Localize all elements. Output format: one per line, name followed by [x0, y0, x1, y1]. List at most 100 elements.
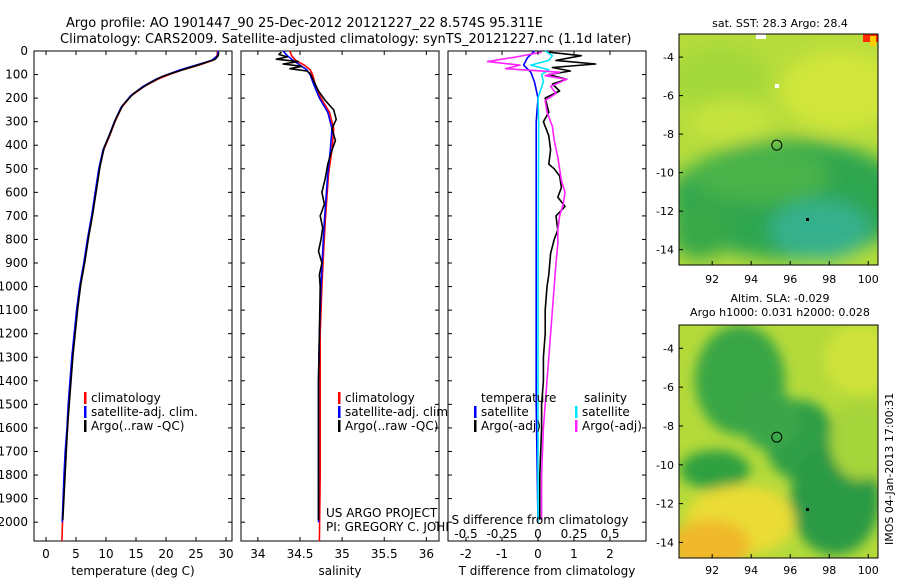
- x-tick-label: 0: [42, 547, 50, 561]
- legend-label-climatology: climatology: [91, 391, 161, 405]
- map-y-tick-label: -6: [663, 381, 674, 394]
- depth-tick-label: 200: [5, 91, 28, 105]
- x-tick-label: 1: [570, 547, 578, 561]
- x-tick-label: -1: [496, 547, 508, 561]
- map-y-tick-label: -4: [663, 51, 674, 64]
- temperature-axes: [33, 50, 233, 542]
- sst-map-field: [679, 34, 878, 265]
- difference-lines: [486, 50, 597, 523]
- s-tick-label: 0: [534, 527, 542, 541]
- depth-tick-label: 1300: [0, 350, 28, 364]
- depth-tick-label: 1000: [0, 280, 28, 294]
- depth-tick-label: 1500: [0, 397, 28, 411]
- sla-map-field: [679, 325, 878, 558]
- sla-map-subtitle: Argo h1000: 0.031 h2000: 0.028: [690, 306, 870, 319]
- s-tick-label: -0.5: [454, 527, 477, 541]
- x-tick-label: 34: [250, 547, 265, 561]
- map-x-tick-label: 100: [858, 273, 879, 286]
- argo-previous-position: [806, 508, 809, 511]
- map-y-tick-label: -14: [656, 536, 674, 549]
- salinity-panel: 34 34.5 35 35.5 36 salinity climatology sate…: [240, 50, 480, 578]
- legend-label-s-argo: Argo(-adj): [582, 419, 642, 433]
- map-x-tick-label: 98: [822, 273, 836, 286]
- salinity-xlabel: salinity: [318, 564, 361, 578]
- x-tick-label: 35.5: [371, 547, 398, 561]
- depth-tick-label: 1700: [0, 444, 28, 458]
- depth-tick-label: 600: [5, 185, 28, 199]
- legend-title-salinity: salinity: [584, 391, 627, 405]
- pi-annotation: PI: GREGORY C. JOHNSON: [326, 520, 480, 534]
- map-y-tick-label: -8: [663, 420, 674, 433]
- map-y-tick-label: -10: [656, 459, 674, 472]
- salinity-side-ticks: [241, 50, 439, 523]
- x-tick-label: -2: [460, 547, 472, 561]
- legend-swatch-climatology: [338, 392, 341, 404]
- map-x-tick-label: 94: [744, 273, 758, 286]
- legend-label-argo: Argo(..raw -QC): [345, 419, 438, 433]
- depth-tick-label: 900: [5, 256, 28, 270]
- header-line-2: Climatology: CARS2009. Satellite-adjuste…: [60, 32, 632, 47]
- argo-position-marker: [771, 139, 783, 151]
- legend-swatch-satellite: [338, 406, 341, 418]
- legend-label-argo: Argo(..raw -QC): [91, 419, 184, 433]
- map-x-tick-label: 98: [822, 564, 836, 577]
- x-tick-label: 5: [72, 547, 80, 561]
- sst-map-ticks: 92 94 96 98 100 -4 -6 -8 -10 -12 -14: [656, 51, 879, 286]
- map-y-tick-label: -6: [663, 90, 674, 103]
- legend-label-satellite: satellite-adj. clim.: [345, 405, 452, 419]
- temperature-ticks: 0 5 10 15 20 25 30: [42, 51, 234, 561]
- series-line-argo-raw-qc-: [275, 51, 338, 520]
- series-line-argo-raw-qc-: [62, 52, 220, 520]
- depth-tick-label: 1200: [0, 327, 28, 341]
- legend-swatch-t-satellite: [474, 406, 477, 418]
- map-x-tick-label: 94: [744, 564, 758, 577]
- s-difference-ticks: -0.5 -0.25 0 0.25 0.5: [454, 527, 619, 541]
- depth-tick-label: 0: [20, 44, 28, 58]
- s-tick-label: 0.25: [561, 527, 588, 541]
- depth-tick-label: 500: [5, 162, 28, 176]
- s-tick-label: 0.5: [600, 527, 619, 541]
- depth-tick-label: 2000: [0, 515, 28, 529]
- salinity-ticks: 34 34.5 35 35.5 36: [250, 51, 434, 561]
- legend-label-satellite: satellite-adj. clim.: [91, 405, 198, 419]
- depth-tick-label: 700: [5, 209, 28, 223]
- sst-map: sat. SST: 28.3 Argo: 28.4 92 94 96 98 100 -4 -…: [656, 17, 879, 286]
- difference-panel: -2 -1 0 1 2 -0.5 -0.25 0 0.25 0.5 T difference f…: [447, 50, 647, 578]
- legend-title-temperature: temperature: [481, 391, 556, 405]
- map-x-tick-label: 92: [705, 564, 719, 577]
- sla-map-ticks: 92 94 96 98 100 -4 -6 -8 -10 -12 -14: [656, 342, 879, 577]
- s-difference-xlabel: S difference from climatology: [452, 513, 629, 527]
- map-x-tick-label: 100: [858, 564, 879, 577]
- legend-label-s-satellite: satellite: [582, 405, 630, 419]
- legend-swatch-argo: [84, 420, 87, 432]
- legend-swatch-t-argo: [474, 420, 477, 432]
- legend-swatch-s-argo: [575, 420, 578, 432]
- depth-tick-label: 400: [5, 138, 28, 152]
- difference-side-ticks: [448, 50, 646, 523]
- sla-map-frame: [678, 324, 879, 559]
- depth-tick-label: 1600: [0, 421, 28, 435]
- x-tick-label: 20: [158, 547, 173, 561]
- x-tick-label: 36: [419, 547, 434, 561]
- temperature-panel: 0100200300400500600700800900100011001200…: [0, 44, 234, 578]
- legend-swatch-s-satellite: [575, 406, 578, 418]
- x-tick-label: 25: [188, 547, 203, 561]
- legend-label-climatology: climatology: [345, 391, 415, 405]
- salinity-legend: climatology satellite-adj. clim. Argo(..…: [338, 391, 452, 433]
- map-x-tick-label: 92: [705, 273, 719, 286]
- t-difference-ticks: -2 -1 0 1 2: [460, 51, 614, 561]
- sst-map-frame: [678, 33, 879, 266]
- map-x-tick-label: 96: [783, 273, 797, 286]
- legend-swatch-argo: [338, 420, 341, 432]
- argo-position-marker: [771, 431, 783, 443]
- sla-map-title: Altim. SLA: -0.029: [730, 292, 829, 305]
- salinity-axes: [240, 50, 440, 542]
- depth-tick-label: 100: [5, 68, 28, 82]
- map-y-tick-label: -12: [656, 498, 674, 511]
- map-y-tick-label: -10: [656, 167, 674, 180]
- x-tick-label: 34.5: [287, 547, 314, 561]
- difference-legend: temperature salinity satellite Argo(-adj…: [474, 391, 642, 433]
- s-tick-label: -0.25: [486, 527, 517, 541]
- header-line-1: Argo profile: AO 1901447_90 25-Dec-2012 …: [66, 16, 543, 31]
